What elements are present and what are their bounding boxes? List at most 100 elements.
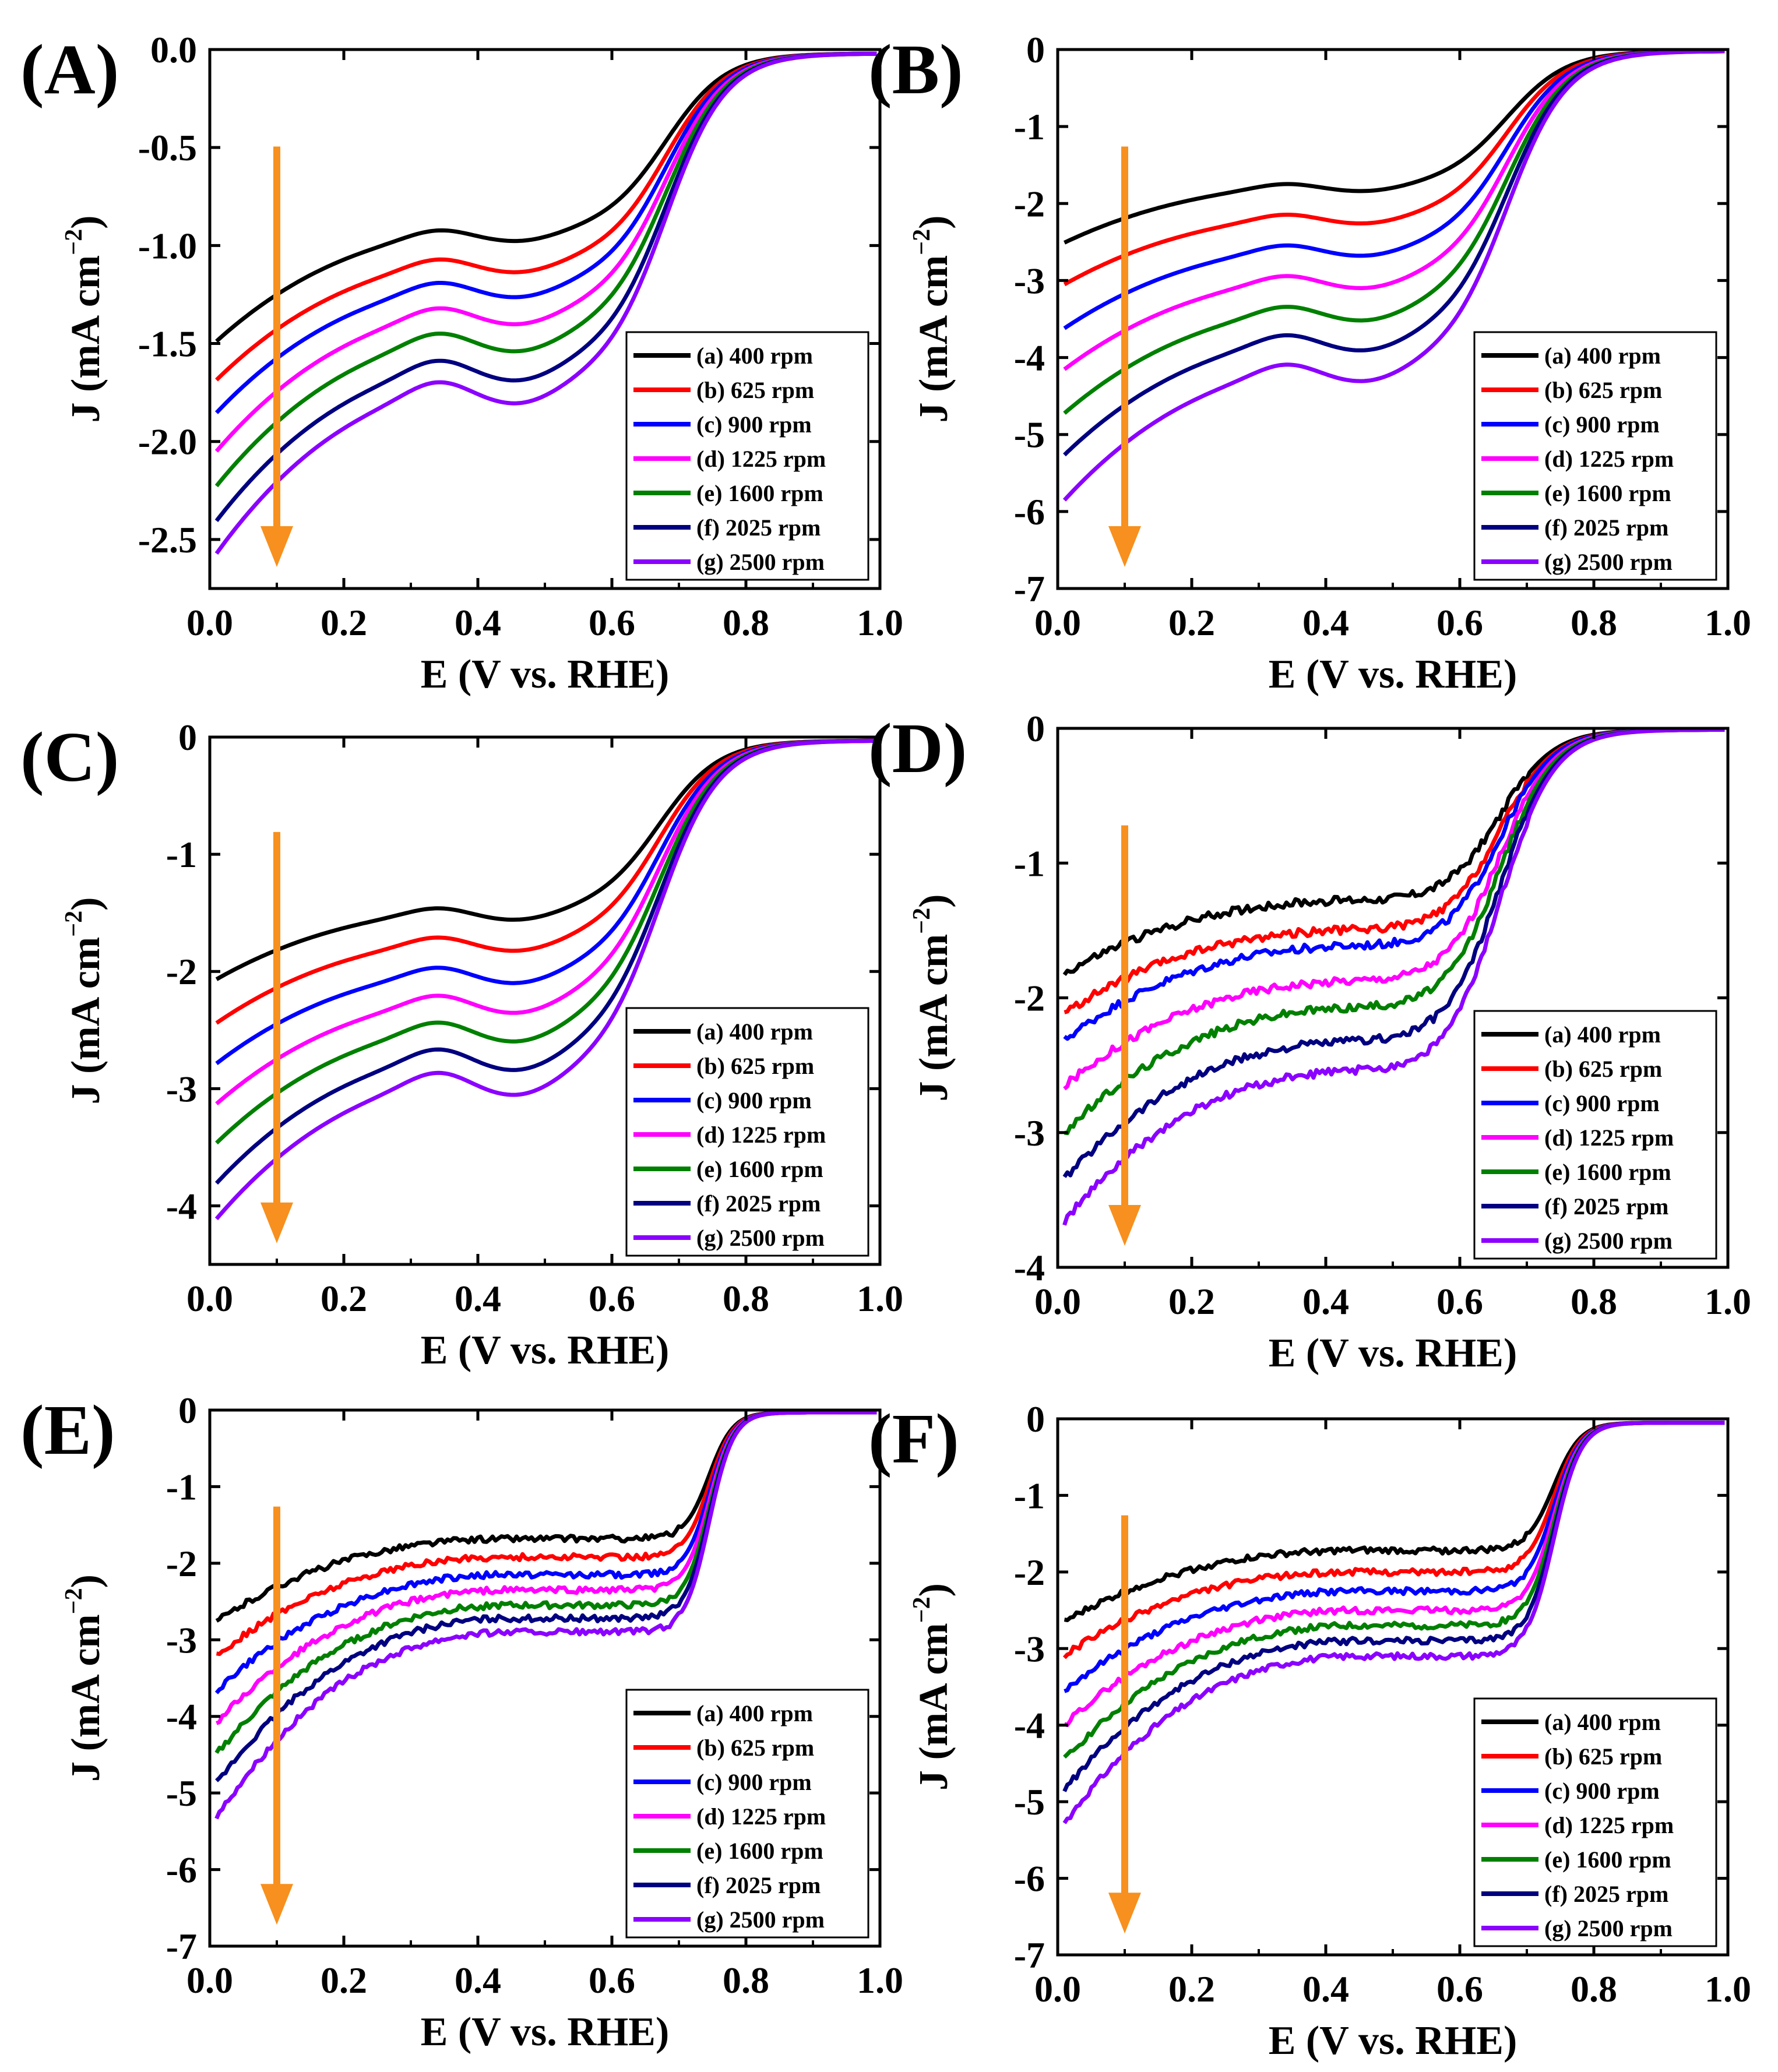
y-tick-label: -3	[1014, 260, 1045, 301]
y-tick-label: -2.0	[138, 421, 197, 463]
y-tick-label: -3	[1014, 1112, 1045, 1154]
series-line-7	[1062, 727, 1725, 1226]
y-axis-title: J (mA cm−2)	[909, 1583, 956, 1791]
x-axis-title: E (V vs. RHE)	[1269, 2018, 1518, 2063]
legend-label: (f) 2025 rpm	[1544, 1881, 1668, 1907]
legend-label: (e) 1600 rpm	[696, 480, 823, 506]
y-tick-label: -2	[166, 1543, 197, 1584]
y-tick-label: -7	[1014, 1934, 1045, 1976]
series-line-3	[1063, 49, 1725, 330]
y-axis-title: J (mA cm−2)	[909, 216, 956, 423]
legend-label: (g) 2500 rpm	[1544, 1915, 1673, 1941]
legend-label: (e) 1600 rpm	[1544, 1847, 1671, 1873]
y-tick-label: 0.0	[150, 29, 197, 71]
legend-label: (c) 900 rpm	[696, 1769, 812, 1795]
legend-label: (a) 400 rpm	[1544, 343, 1661, 369]
y-tick-label: 0	[1026, 1398, 1045, 1440]
y-axis-title: J (mA cm−2)	[61, 216, 108, 423]
y-tick-label: -1	[166, 834, 197, 875]
legend-label: (b) 625 rpm	[696, 1735, 814, 1761]
legend-label: (e) 1600 rpm	[1544, 480, 1671, 506]
y-tick-label: -5	[1014, 1781, 1045, 1823]
x-tick-label: 0.6	[1437, 1968, 1483, 2010]
x-tick-label: 0.0	[1034, 1281, 1081, 1322]
legend-box	[1473, 331, 1717, 581]
y-tick-label: -6	[1014, 1858, 1045, 1900]
chart-panel-3: 0.0 0.2 0.4 0.6 0.8 1.0 0 -1 -2 -3 -4 E (V vs. RHE)…	[20, 717, 903, 1373]
y-axis-title-main: J (mA cm	[64, 1614, 108, 1782]
x-tick-label: 0.6	[1437, 1281, 1483, 1322]
y-axis-title-sup: −2	[909, 229, 935, 255]
legend-label: (c) 900 rpm	[1544, 1778, 1660, 1804]
y-tick-label: 0	[178, 717, 197, 758]
legend-label: (b) 625 rpm	[1544, 377, 1662, 403]
trend-arrow-head	[260, 1884, 293, 1925]
legend-label: (d) 1225 rpm	[696, 1122, 826, 1148]
x-tick-label: 0.8	[723, 1278, 769, 1319]
x-tick-label: 1.0	[857, 602, 903, 643]
x-tick-label: 0.2	[321, 602, 367, 643]
y-tick-label: -3	[1014, 1628, 1045, 1669]
x-tick-label: 1.0	[1705, 602, 1751, 643]
y-axis-title-tail: )	[911, 894, 956, 908]
legend-box	[1473, 1010, 1717, 1260]
x-axis-title: E (V vs. RHE)	[1269, 1331, 1518, 1376]
legend-label: (d) 1225 rpm	[696, 1803, 826, 1830]
trend-arrow-head	[260, 526, 293, 567]
y-tick-label: -2	[1014, 183, 1045, 224]
y-tick-label: -3	[166, 1619, 197, 1661]
chart-panel-1: 0.0 0.2 0.4 0.6 0.8 1.0 0.0 -0.5 -1.0 -1.5 -2.0 -2.…	[20, 29, 903, 697]
y-axis-title: J (mA cm−2)	[61, 897, 108, 1105]
series-line-1	[215, 51, 877, 343]
legend-label: (d) 1225 rpm	[1544, 446, 1674, 472]
x-tick-label: 0.0	[186, 602, 233, 643]
x-tick-label: 0.2	[1168, 1968, 1215, 2010]
y-tick-label: -2	[1014, 1552, 1045, 1593]
panel-label: (B)	[868, 30, 963, 109]
y-tick-label: -5	[1014, 414, 1045, 456]
x-tick-label: 0.4	[455, 1960, 501, 2001]
y-axis-title: J (mA cm−2)	[909, 894, 956, 1102]
y-tick-label: -7	[166, 1926, 197, 1967]
x-tick-label: 0.4	[1302, 602, 1349, 643]
y-axis-title-tail: )	[64, 897, 108, 911]
y-tick-label: -1.5	[138, 323, 197, 365]
y-axis-title-main: J (mA cm	[911, 1623, 956, 1791]
legend-label: (c) 900 rpm	[696, 1087, 812, 1113]
x-tick-label: 0.8	[723, 602, 769, 643]
y-tick-label: -2	[1014, 978, 1045, 1019]
y-tick-label: -2	[166, 951, 197, 992]
legend-label: (f) 2025 rpm	[696, 515, 821, 541]
legend-label: (g) 2500 rpm	[696, 1907, 825, 1933]
x-tick-label: 0.0	[186, 1960, 233, 2001]
y-axis-title: J (mA cm−2)	[61, 1574, 108, 1782]
x-tick-label: 0.2	[1168, 1281, 1215, 1322]
legend-label: (b) 625 rpm	[696, 1053, 814, 1079]
x-tick-label: 0.2	[321, 1960, 367, 2001]
legend-label: (a) 400 rpm	[696, 1700, 813, 1726]
x-tick-label: 0.6	[1437, 602, 1483, 643]
x-tick-label: 0.0	[186, 1278, 233, 1319]
y-tick-label: -7	[1014, 568, 1045, 609]
series-line-3	[214, 1410, 877, 1694]
y-axis-title-main: J (mA cm	[64, 937, 108, 1105]
legend-label: (d) 1225 rpm	[1544, 1812, 1674, 1838]
x-tick-label: 0.8	[723, 1960, 769, 2001]
x-tick-label: 0.6	[589, 602, 635, 643]
y-tick-label: -6	[166, 1849, 197, 1891]
legend-box	[1473, 1697, 1717, 1947]
y-tick-label: 0	[1026, 708, 1045, 749]
panel-label: (F)	[868, 1400, 959, 1478]
panel-label: (E)	[20, 1391, 115, 1470]
y-tick-label: -6	[1014, 491, 1045, 533]
chart-panel-2: 0.0 0.2 0.4 0.6 0.8 1.0 0 -1 -2 -3 -4 -5 -6 -7 E (V vs…	[868, 29, 1751, 697]
x-axis-title: E (V vs. RHE)	[421, 1328, 670, 1373]
panel-label: (D)	[868, 709, 967, 788]
y-tick-label: -4	[166, 1185, 197, 1227]
y-tick-label: -4	[1014, 337, 1045, 379]
legend-label: (d) 1225 rpm	[696, 446, 826, 472]
y-axis-title-sup: −2	[909, 908, 935, 934]
y-axis-title-sup: −2	[909, 1597, 935, 1623]
y-axis-title-tail: )	[911, 216, 956, 229]
x-tick-label: 1.0	[1705, 1281, 1751, 1322]
